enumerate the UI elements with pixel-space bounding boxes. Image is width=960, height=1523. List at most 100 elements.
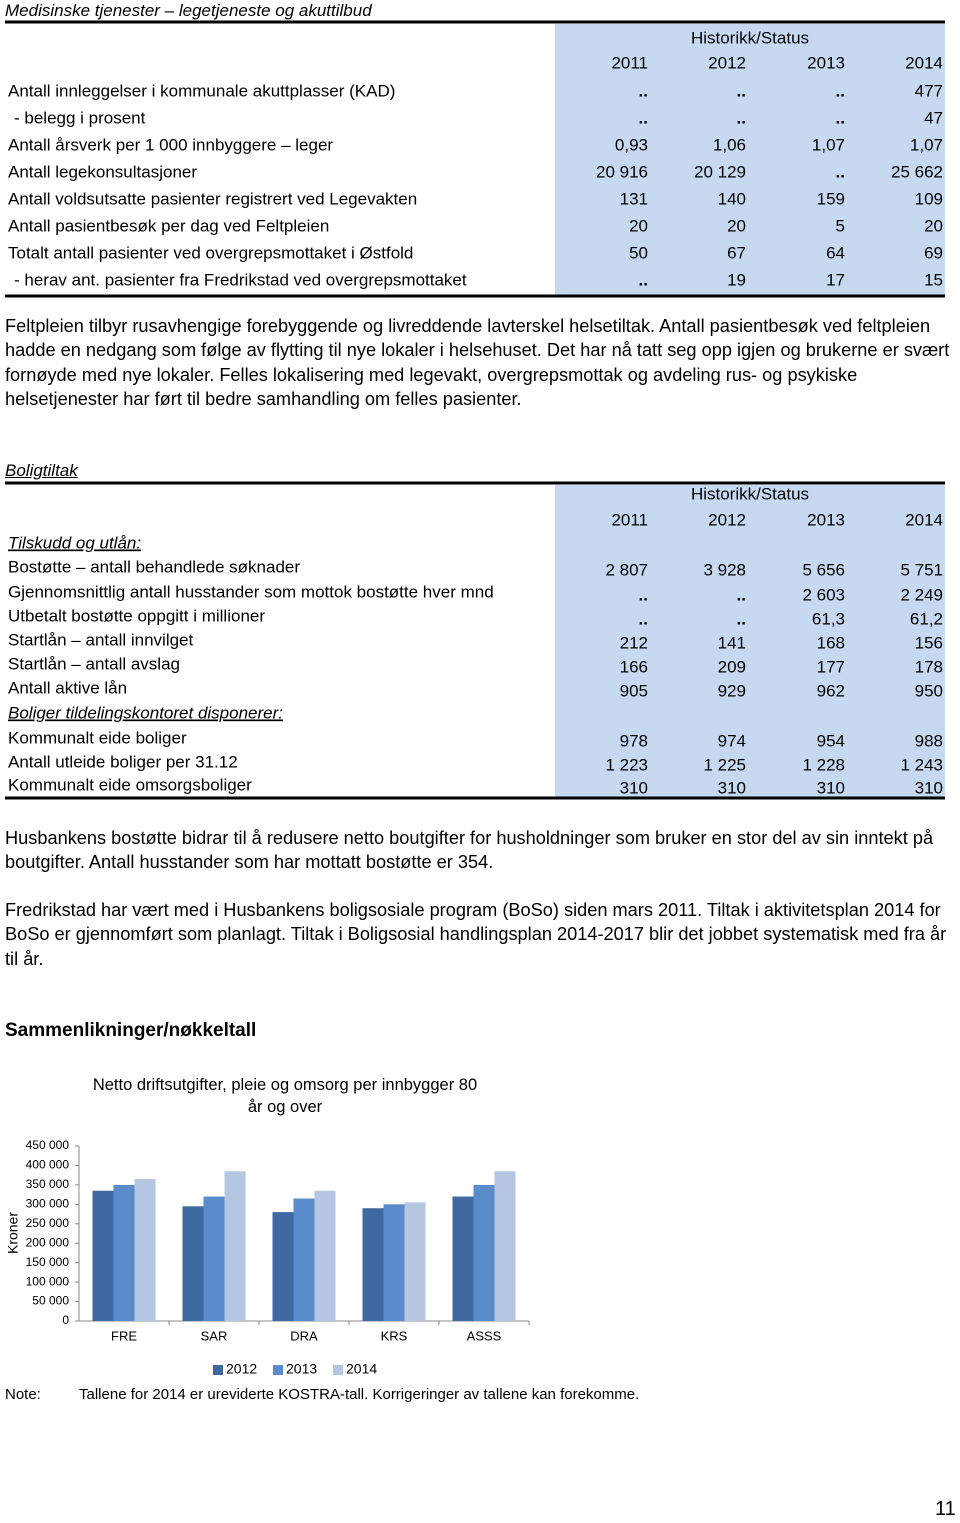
- table-highlight: [555, 485, 945, 797]
- table-cell: 954: [817, 731, 845, 750]
- table-cell: 1,07: [910, 135, 943, 154]
- paragraph: Fredrikstad har vært med i Husbankens bo…: [5, 900, 947, 969]
- table-group-header: Historikk/Status: [691, 28, 809, 47]
- column-header: 2011: [611, 510, 648, 529]
- table-cell: ..: [836, 81, 845, 100]
- table-cell: 25 662: [891, 162, 943, 181]
- table-cell: 166: [620, 657, 648, 676]
- table-cell: 212: [620, 633, 648, 652]
- table-cell: 310: [915, 778, 943, 797]
- table-cell: 15: [924, 270, 943, 289]
- legend-swatch: [213, 1365, 223, 1375]
- table-cell: 1 243: [900, 755, 943, 774]
- table-cell: 1,06: [713, 135, 746, 154]
- x-tick-label: SAR: [201, 1328, 228, 1343]
- column-header: 2013: [807, 53, 845, 72]
- column-header: 2012: [708, 510, 746, 529]
- table-cell: 310: [620, 778, 648, 797]
- table-cell: ..: [639, 108, 648, 127]
- page-number: 11: [935, 1498, 956, 1520]
- table-group-header: Historikk/Status: [691, 484, 809, 503]
- row-label: Gjennomsnittlig antall husstander som mo…: [8, 582, 494, 601]
- table-cell: ..: [639, 585, 648, 604]
- table-cell: 209: [718, 657, 746, 676]
- table-highlight: [555, 24, 945, 295]
- table-cell: 69: [924, 243, 943, 262]
- table-cell: 47: [924, 108, 943, 127]
- table-cell: 140: [718, 189, 746, 208]
- bar: [134, 1179, 156, 1321]
- row-label: Startlån – antall innvilget: [8, 630, 194, 649]
- row-label: - herav ant. pasienter fra Fredrikstad v…: [14, 270, 467, 289]
- table-cell: 17: [826, 270, 845, 289]
- table-cell: 131: [620, 189, 648, 208]
- column-header: 2013: [807, 510, 845, 529]
- table-cell: ..: [639, 609, 648, 628]
- y-tick-label: 300 000: [26, 1197, 70, 1211]
- table-cell: 974: [718, 731, 746, 750]
- note-label: Note:: [5, 1386, 41, 1403]
- column-header: 2014: [905, 53, 943, 72]
- x-tick-label: DRA: [290, 1328, 318, 1343]
- table-cell: 67: [727, 243, 746, 262]
- y-axis-label: Kroner: [5, 1212, 21, 1254]
- x-tick-label: FRE: [111, 1328, 137, 1343]
- table-cell: ..: [737, 108, 746, 127]
- row-label: Antall pasientbesøk per dag ved Feltplei…: [8, 216, 329, 235]
- table-cell: ..: [737, 81, 746, 100]
- column-header: 2014: [905, 510, 943, 529]
- table-cell: 978: [620, 731, 648, 750]
- bar: [362, 1208, 384, 1321]
- table-cell: ..: [737, 609, 746, 628]
- table-cell: 2 603: [802, 585, 845, 604]
- table-cell: 109: [915, 189, 943, 208]
- row-label: Kommunalt eide boliger: [8, 728, 187, 747]
- y-tick-label: 250 000: [26, 1216, 70, 1230]
- note-text: Tallene for 2014 er ureviderte KOSTRA-ta…: [79, 1386, 640, 1403]
- table-cell: ..: [836, 108, 845, 127]
- paragraph: Husbankens bostøtte bidrar til å reduser…: [5, 828, 934, 873]
- row-label: Antall aktive lån: [8, 678, 127, 697]
- row-label: Antall utleide boliger per 31.12: [8, 752, 238, 771]
- legend-label: 2013: [286, 1361, 317, 1377]
- bar: [473, 1184, 495, 1321]
- y-tick-label: 200 000: [26, 1235, 70, 1249]
- y-tick-label: 100 000: [26, 1274, 70, 1288]
- section-title: Sammenlikninger/nøkkeltall: [5, 1020, 257, 1041]
- table-cell: 177: [817, 657, 845, 676]
- section-title: Medisinske tjenester – legetjeneste og a…: [5, 1, 372, 20]
- table-cell: 61,2: [910, 609, 943, 628]
- y-tick-label: 350 000: [26, 1177, 70, 1191]
- legend-label: 2012: [226, 1361, 257, 1377]
- table-cell: 1 225: [703, 755, 746, 774]
- legend-label: 2014: [346, 1361, 377, 1377]
- table-cell: 477: [915, 81, 943, 100]
- table-cell: 3 928: [703, 560, 746, 579]
- y-tick-label: 400 000: [26, 1158, 70, 1172]
- table-cell: 178: [915, 657, 943, 676]
- table-cell: 905: [620, 681, 648, 700]
- bar: [383, 1204, 405, 1321]
- bar: [293, 1198, 315, 1321]
- row-subheading: Boliger tildelingskontoret disponerer:: [8, 703, 283, 722]
- table-cell: 20: [629, 216, 648, 235]
- table-cell: 19: [727, 270, 746, 289]
- row-label: - belegg i prosent: [14, 108, 146, 127]
- y-tick-label: 50 000: [32, 1294, 69, 1308]
- table-cell: 2 249: [900, 585, 943, 604]
- table-cell: 0,93: [615, 135, 648, 154]
- legend-swatch: [273, 1365, 283, 1375]
- row-label: Kommunalt eide omsorgsboliger: [8, 775, 252, 794]
- bar: [182, 1206, 204, 1321]
- x-tick-label: KRS: [381, 1328, 408, 1343]
- bar: [224, 1171, 246, 1321]
- table-cell: 20 129: [694, 162, 746, 181]
- table-cell: 962: [817, 681, 845, 700]
- table-cell: 20 916: [596, 162, 648, 181]
- bar: [203, 1196, 225, 1321]
- y-tick-label: 150 000: [26, 1255, 70, 1269]
- row-subheading: Tilskudd og utlån:: [8, 533, 141, 552]
